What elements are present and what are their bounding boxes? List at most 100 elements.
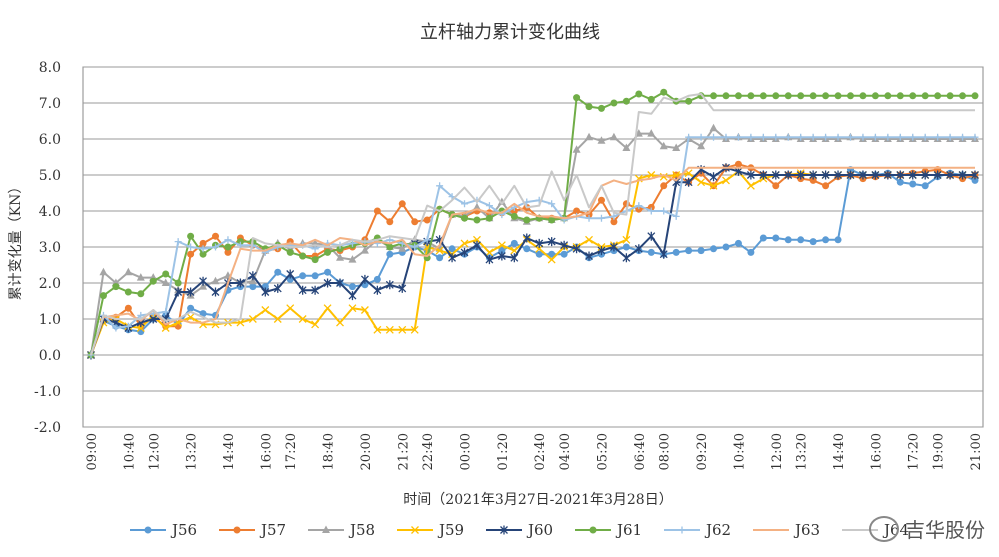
data-point <box>660 182 668 190</box>
data-point <box>199 282 208 290</box>
data-point <box>746 181 755 190</box>
data-point <box>273 315 282 323</box>
data-point <box>809 133 817 141</box>
data-point <box>348 283 356 291</box>
x-tick-label: 13:20 <box>185 433 200 470</box>
data-point <box>784 92 792 100</box>
data-point <box>734 239 742 247</box>
x-tick-label: 21:00 <box>969 433 984 470</box>
data-point <box>323 304 332 313</box>
data-point <box>547 237 556 247</box>
data-point <box>112 283 120 291</box>
series-J61 <box>87 88 979 359</box>
data-point <box>485 255 494 265</box>
data-point <box>846 170 855 180</box>
data-point <box>622 143 631 151</box>
data-point <box>498 247 506 255</box>
x-tick-label: 19:00 <box>932 433 947 470</box>
data-point <box>678 526 686 534</box>
data-point <box>99 267 108 276</box>
data-point <box>585 235 593 244</box>
legend-item-J60: J60 <box>486 521 553 539</box>
data-point <box>647 95 655 103</box>
data-point <box>572 244 581 254</box>
data-point <box>672 212 680 220</box>
legend-item-J58: J58 <box>308 521 375 539</box>
data-point <box>871 133 879 141</box>
y-tick-label: 5.0 <box>39 168 61 184</box>
data-point <box>510 212 518 220</box>
series-J56 <box>87 166 979 359</box>
data-point <box>734 92 742 100</box>
data-point <box>971 176 979 184</box>
data-point <box>423 236 431 244</box>
data-point <box>497 197 506 205</box>
data-point <box>797 236 805 244</box>
data-point <box>436 254 444 262</box>
data-point <box>934 133 942 141</box>
data-point <box>212 243 220 251</box>
data-point <box>722 133 730 141</box>
data-point <box>187 250 195 258</box>
data-point <box>473 240 481 250</box>
data-point <box>647 129 656 137</box>
data-point <box>500 525 508 535</box>
series-J57 <box>87 160 979 359</box>
x-tick-label: 01:20 <box>496 433 511 470</box>
x-tick-label: 10:40 <box>732 433 747 470</box>
y-tick-label: -2.0 <box>34 420 61 436</box>
data-point <box>834 133 842 141</box>
data-point <box>485 202 493 210</box>
data-point <box>585 214 593 222</box>
data-point <box>286 269 295 279</box>
data-point <box>124 304 132 312</box>
data-point <box>461 200 469 208</box>
series-line <box>90 93 975 356</box>
data-point <box>971 92 979 100</box>
data-point <box>585 103 593 111</box>
data-point <box>934 92 942 100</box>
data-point <box>747 133 755 141</box>
data-point <box>858 170 867 180</box>
x-tick-label: 21:20 <box>396 433 411 470</box>
data-point <box>560 240 569 250</box>
data-point <box>883 170 892 180</box>
data-point <box>187 232 195 240</box>
legend-item-J61: J61 <box>575 521 642 539</box>
data-point <box>248 315 257 323</box>
wechat-icon <box>869 515 899 542</box>
data-point <box>348 255 357 263</box>
data-point <box>162 308 170 316</box>
x-tick-label: 12:00 <box>770 433 785 470</box>
data-point <box>597 246 606 256</box>
data-point <box>385 280 394 290</box>
data-point <box>311 285 320 295</box>
data-point <box>336 278 344 288</box>
data-point <box>759 133 767 141</box>
data-point <box>199 250 207 258</box>
legend-label: J61 <box>615 521 642 539</box>
data-point <box>311 245 319 253</box>
data-point <box>659 249 668 259</box>
data-point <box>647 248 655 256</box>
data-point <box>336 245 344 253</box>
data-point <box>161 324 170 332</box>
data-point <box>99 292 107 300</box>
data-point <box>959 92 967 100</box>
data-point <box>772 92 780 100</box>
legend-item-J56: J56 <box>130 521 197 539</box>
data-point <box>784 170 793 180</box>
data-point <box>535 238 544 248</box>
x-tick-label: 00:00 <box>459 433 474 470</box>
watermark-text: 吉华股份 <box>905 518 985 542</box>
data-point <box>560 250 568 258</box>
x-tick-label: 16:00 <box>869 433 884 470</box>
data-point <box>871 92 879 100</box>
data-point <box>274 268 282 276</box>
data-point <box>548 250 556 258</box>
x-tick-label: 14:40 <box>832 433 847 470</box>
series-line <box>90 170 975 356</box>
data-point <box>697 141 706 150</box>
data-point <box>547 255 556 264</box>
data-point <box>199 239 207 247</box>
